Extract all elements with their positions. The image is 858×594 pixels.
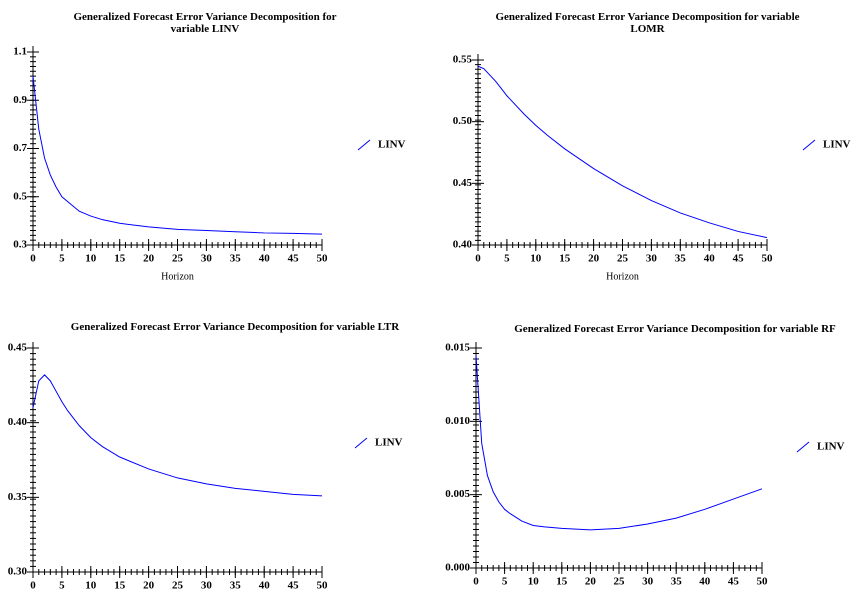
x-tick-label: 45 [728,576,740,588]
x-tick-label: 30 [201,253,213,265]
x-tick-label: 30 [646,253,658,265]
legend-label: LINV [823,139,851,151]
x-tick-label: 40 [699,576,711,588]
x-tick-label: 5 [504,253,510,265]
line-series [32,374,323,497]
y-tick-label: 0.30 [8,566,28,578]
x-tick-label: 25 [172,580,184,592]
line-series [477,65,768,239]
x-tick-label: 35 [230,580,242,592]
x-tick-label: 45 [288,253,300,265]
x-tick-label: 10 [528,576,540,588]
x-tick-label: 50 [757,576,769,588]
x-tick-label: 40 [704,253,716,265]
legend-label: LINV [378,139,406,151]
y-tick-label: 1.1 [13,46,27,58]
x-tick-label: 5 [59,580,65,592]
x-tick-label: 10 [530,253,542,265]
x-tick-label: 40 [259,580,271,592]
y-tick-label: 0.40 [453,239,473,251]
x-tick-label: 50 [317,580,329,592]
x-tick-label: 0 [473,576,479,588]
x-tick-label: 20 [143,253,155,265]
x-tick-label: 25 [172,253,184,265]
x-tick-label: 50 [317,253,329,265]
chart-title: Generalized Forecast Error Variance Deco… [70,321,400,333]
x-axis-label: Horizon [606,271,639,282]
x-tick-label: 45 [733,253,745,265]
line-series [475,355,763,531]
x-tick-label: 20 [143,580,155,592]
x-tick-label: 0 [30,253,36,265]
x-tick-label: 25 [614,576,626,588]
chart-title: Generalized Forecast Error Variance Deco… [495,11,800,35]
y-tick-label: 0.3 [13,239,27,251]
x-tick-label: 0 [30,580,36,592]
x-tick-label: 5 [59,253,65,265]
chart-title: Generalized Forecast Error Variance Deco… [73,11,337,35]
y-tick-label: 0.35 [8,491,28,503]
legend-label: LINV [817,441,845,453]
x-tick-label: 35 [671,576,683,588]
y-tick-label: 0.50 [453,115,473,127]
y-tick-label: 0.45 [8,342,28,354]
y-tick-label: 0.5 [13,190,27,202]
x-tick-label: 15 [559,253,571,265]
x-tick-label: 10 [85,253,97,265]
y-tick-label: 0.55 [453,54,473,66]
y-tick-label: 0.010 [445,415,470,427]
x-tick-label: 30 [642,576,654,588]
x-tick-label: 5 [502,576,508,588]
y-tick-label: 0.000 [445,562,470,574]
x-tick-label: 30 [201,580,213,592]
y-tick-label: 0.40 [8,416,28,428]
y-tick-label: 0.015 [445,342,470,354]
legend-swatch [802,139,816,151]
x-tick-label: 20 [585,576,597,588]
x-tick-label: 0 [475,253,481,265]
y-tick-label: 0.005 [445,488,470,500]
y-tick-label: 0.9 [13,94,27,106]
x-tick-label: 50 [762,253,774,265]
x-axis-label: Horizon [161,271,194,282]
legend-swatch [357,139,371,151]
x-tick-label: 45 [288,580,300,592]
x-tick-label: 10 [85,580,97,592]
x-tick-label: 25 [617,253,629,265]
x-tick-label: 40 [259,253,271,265]
y-tick-label: 0.7 [13,142,27,154]
x-tick-label: 35 [230,253,242,265]
legend-swatch [354,437,368,449]
y-tick-label: 0.45 [453,177,473,189]
x-tick-label: 15 [556,576,568,588]
chart-title: Generalized Forecast Error Variance Deco… [514,323,836,335]
legend-label: LINV [375,437,403,449]
legend-swatch [796,441,810,453]
line-series [32,76,323,235]
x-tick-label: 15 [114,253,126,265]
x-tick-label: 15 [114,580,126,592]
x-tick-label: 20 [588,253,600,265]
x-tick-label: 35 [675,253,687,265]
